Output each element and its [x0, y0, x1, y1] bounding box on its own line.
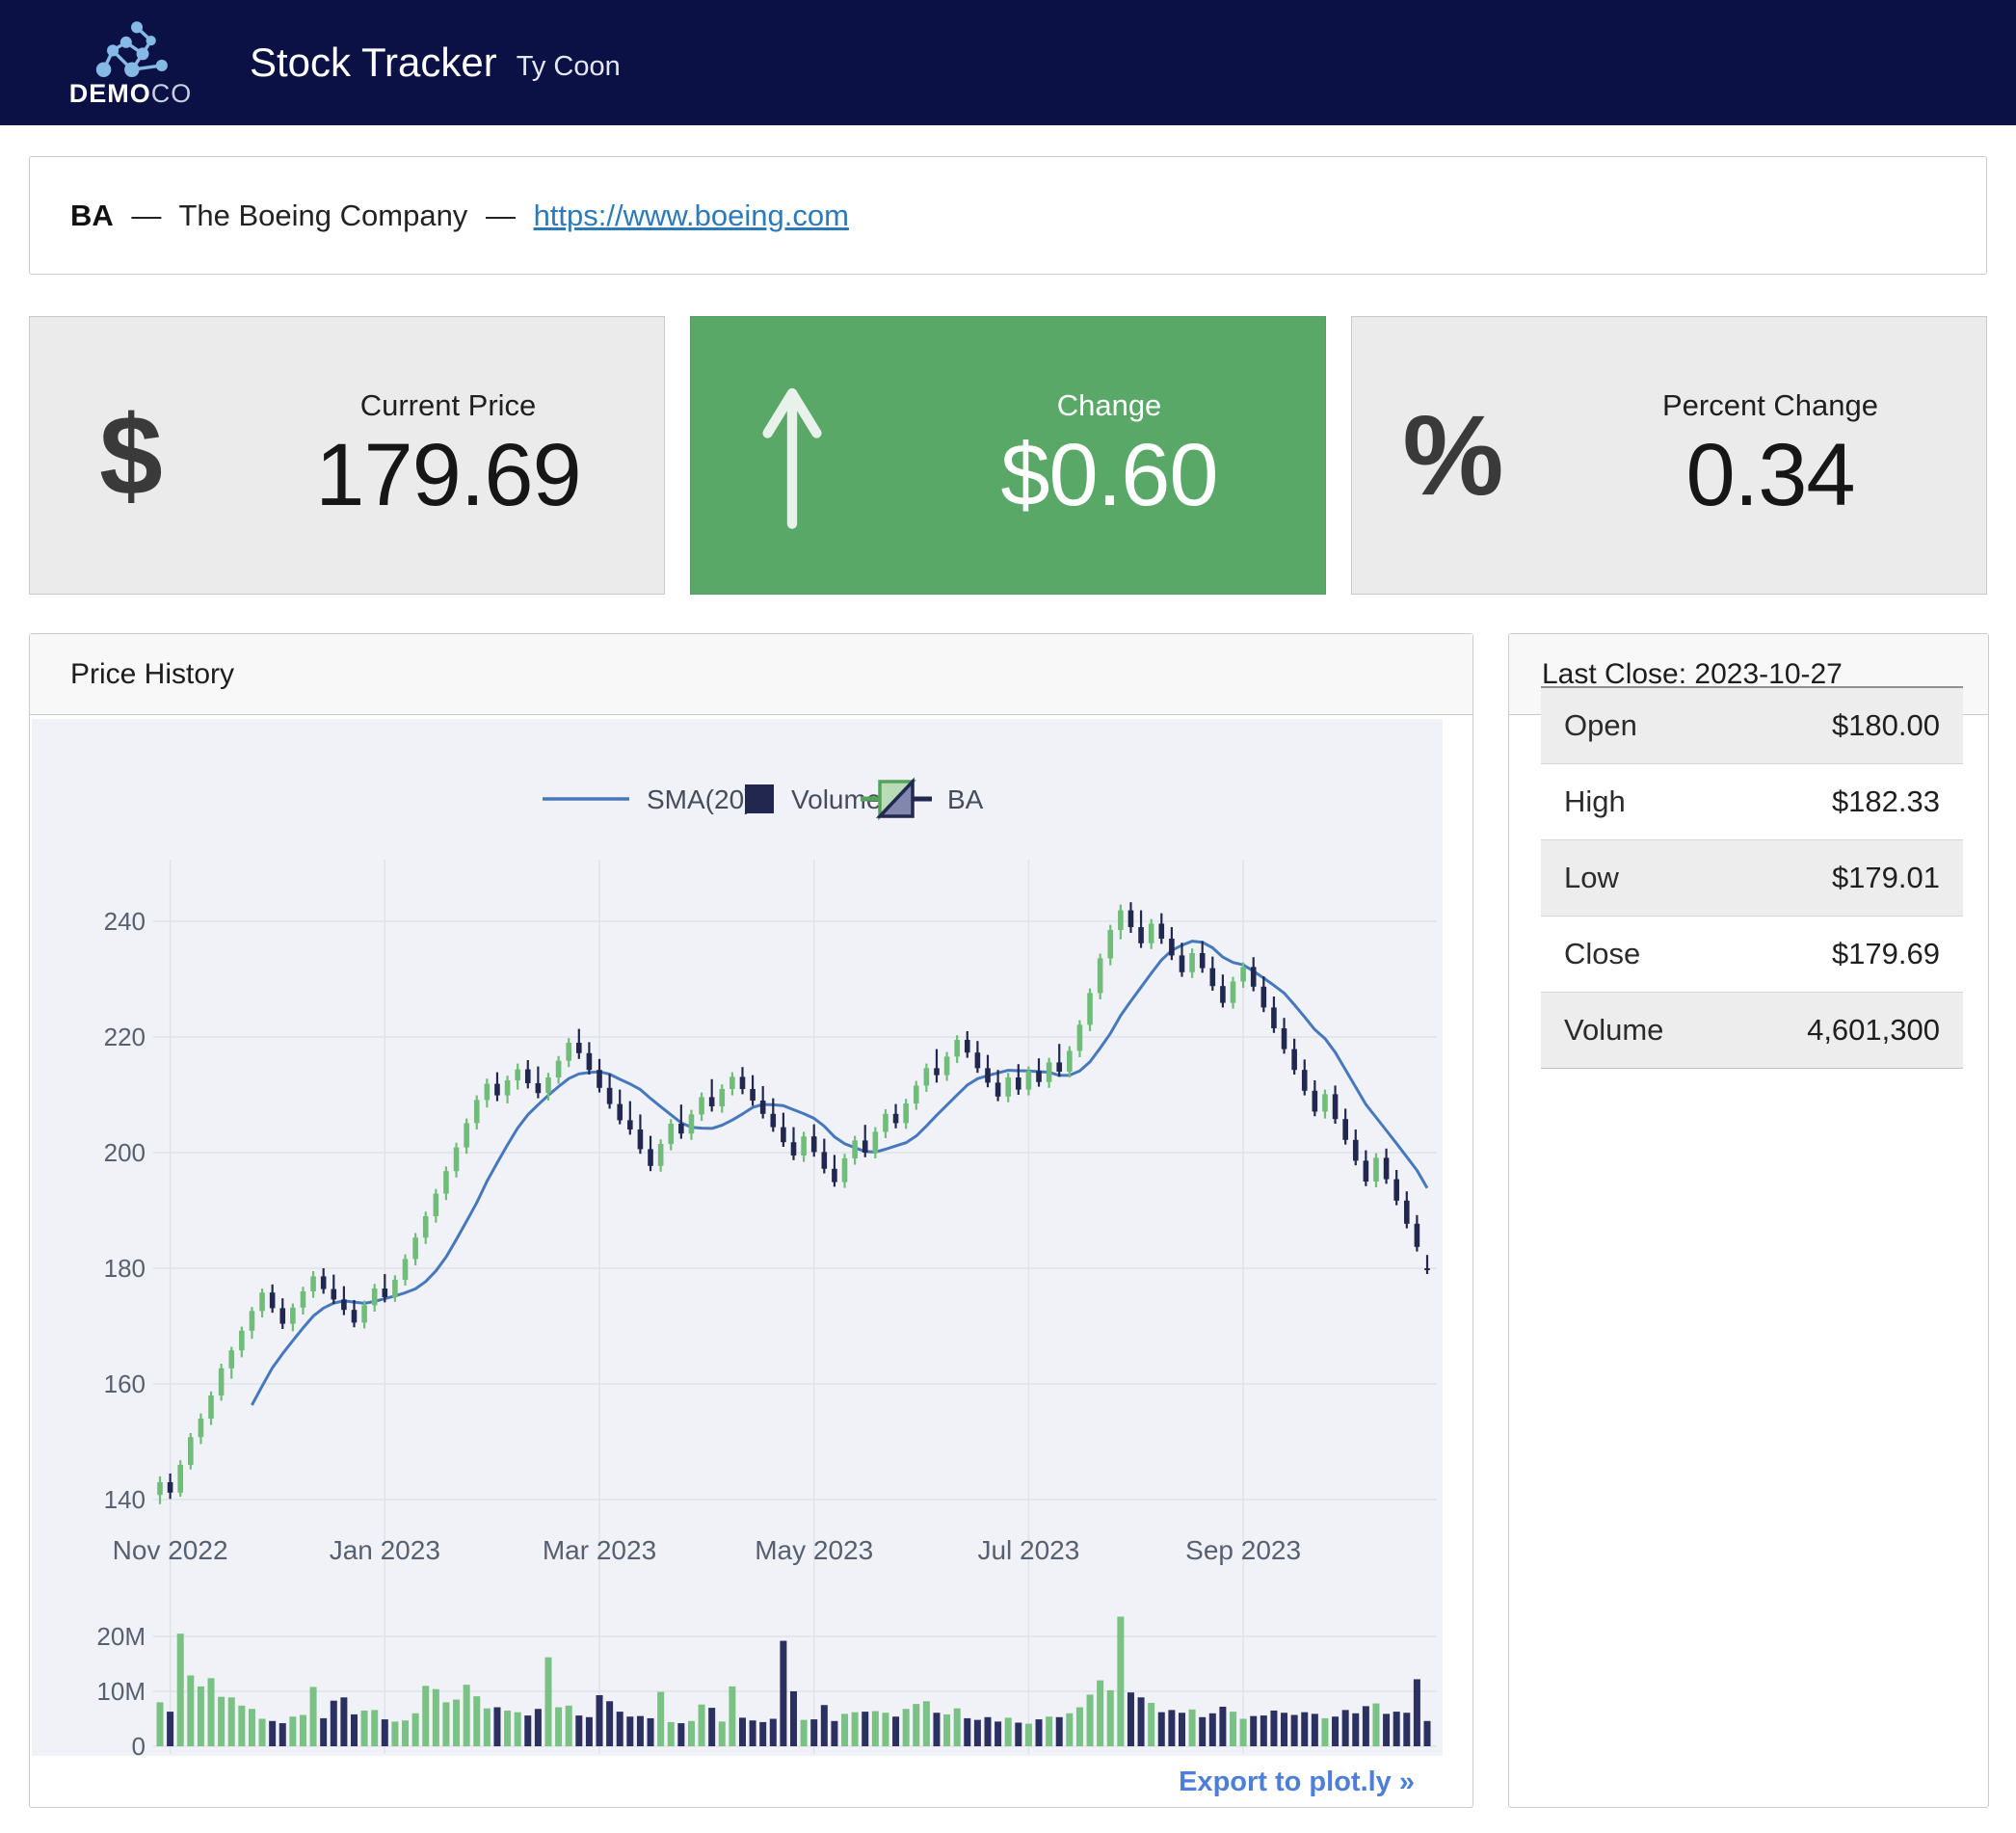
change-card: Change $0.60: [690, 316, 1326, 595]
svg-text:Mar 2023: Mar 2023: [543, 1535, 656, 1565]
table-row: High $182.33: [1541, 764, 1963, 840]
company-symbol: BA: [70, 198, 114, 232]
arrow-up-icon: [762, 387, 822, 529]
app-title: Stock Tracker: [250, 40, 497, 85]
row-label: Volume: [1564, 1013, 1664, 1047]
current-price-label: Current Price: [359, 388, 537, 423]
svg-text:BA: BA: [947, 784, 984, 814]
price-history-header: Price History: [30, 634, 1472, 715]
brand-name-light: CO: [150, 78, 193, 108]
row-value: $179.69: [1831, 937, 1940, 970]
svg-text:140: 140: [104, 1485, 146, 1514]
brand-name-bold: DEMO: [68, 78, 151, 108]
svg-text:220: 220: [104, 1023, 146, 1051]
row-value: 4,601,300: [1807, 1013, 1940, 1047]
ohlc-table: Open $180.00 High $182.33 Low $179.01 Close $17…: [1541, 686, 1963, 1069]
svg-text:240: 240: [104, 907, 146, 936]
row-label: Low: [1564, 861, 1619, 894]
svg-text:0: 0: [132, 1732, 146, 1761]
brand-name: DEMOCO: [69, 79, 193, 109]
change-label: Change: [1056, 388, 1162, 423]
change-value: $0.60: [1000, 426, 1218, 525]
separator-dash: —: [485, 198, 516, 232]
last-close-panel: Last Close: 2023-10-27 Open $180.00 High $1…: [1508, 633, 1989, 1808]
separator-dash: —: [131, 198, 162, 232]
current-price-card: $ Current Price 179.69: [29, 316, 665, 595]
company-name: The Boeing Company: [178, 198, 468, 232]
row-label: High: [1564, 784, 1626, 818]
chart-canvas[interactable]: 140 160 180 200 220 240 0 10M 20M Nov 2022 Jan 202…: [30, 715, 1471, 1806]
percent-icon: %: [1402, 391, 1504, 519]
row-label: Close: [1564, 937, 1641, 970]
row-value: $182.33: [1831, 784, 1940, 818]
app-subtitle: Ty Coon: [516, 50, 621, 82]
brand-logo: DEMOCO: [56, 17, 205, 109]
company-website-link[interactable]: https://www.boeing.com: [533, 198, 849, 232]
svg-text:Nov 2022: Nov 2022: [113, 1535, 228, 1565]
svg-text:Sep 2023: Sep 2023: [1185, 1535, 1301, 1565]
svg-text:Jan 2023: Jan 2023: [330, 1535, 440, 1565]
svg-text:Jul 2023: Jul 2023: [977, 1535, 1079, 1565]
row-label: Open: [1564, 708, 1637, 742]
svg-text:160: 160: [104, 1369, 146, 1398]
svg-text:May 2023: May 2023: [755, 1535, 873, 1565]
app-header: DEMOCO Stock Tracker Ty Coon: [0, 0, 2016, 125]
dollar-icon: $: [99, 391, 163, 519]
percent-change-label: Percent Change: [1661, 388, 1879, 423]
price-history-panel: Price History 140 160 180 200 220 240 0 10M 20M N…: [29, 633, 1473, 1808]
export-plotly-link[interactable]: Export to plot.ly »: [1179, 1767, 1415, 1797]
table-row: Open $180.00: [1541, 688, 1963, 764]
candlestick-volume-chart[interactable]: 140 160 180 200 220 240 0 10M 20M Nov 2022 Jan 202…: [30, 715, 1471, 1806]
company-info-bar: BA — The Boeing Company — https://www.bo…: [29, 156, 1987, 275]
svg-text:200: 200: [104, 1138, 146, 1167]
svg-text:SMA(20): SMA(20): [647, 784, 753, 814]
svg-text:180: 180: [104, 1254, 146, 1283]
stats-row: $ Current Price 179.69 Change $0.60: [29, 316, 1987, 595]
svg-text:10M: 10M: [96, 1677, 146, 1706]
table-row: Low $179.01: [1541, 840, 1963, 916]
row-value: $180.00: [1831, 708, 1940, 742]
percent-change-value: 0.34: [1685, 426, 1855, 525]
table-row: Close $179.69: [1541, 916, 1963, 993]
current-price-value: 179.69: [315, 426, 581, 525]
row-value: $179.01: [1831, 861, 1940, 894]
percent-change-card: % Percent Change 0.34: [1351, 316, 1987, 595]
last-close-title: Last Close: 2023-10-27: [1542, 657, 1843, 690]
molecule-icon: [95, 20, 168, 77]
price-history-title: Price History: [70, 657, 235, 690]
table-row: Volume 4,601,300: [1541, 993, 1963, 1068]
svg-text:20M: 20M: [96, 1622, 146, 1651]
